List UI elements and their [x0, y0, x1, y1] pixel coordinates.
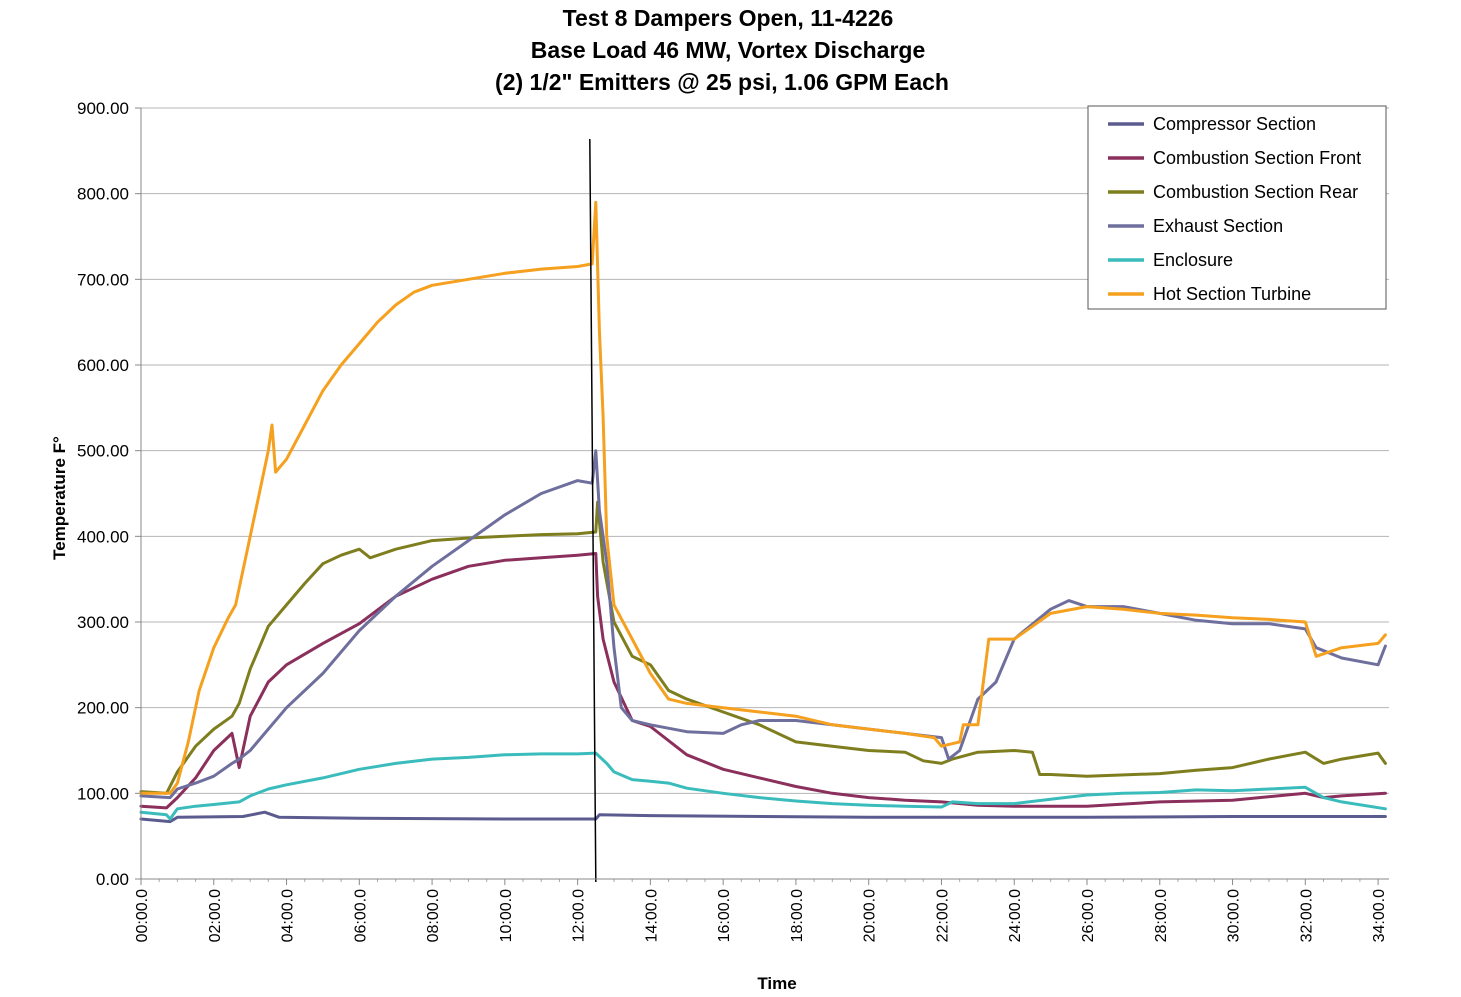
series-line-hot-section-turbine	[139, 200, 1387, 795]
x-tick-label: 10:00.0	[498, 889, 515, 942]
legend-box	[1087, 105, 1387, 310]
y-axis-title: Temperature F°	[50, 436, 69, 560]
legend-label: Combustion Section Front	[1153, 148, 1361, 168]
x-tick-label: 34:00.0	[1371, 889, 1388, 942]
series-line-exhaust-section	[139, 449, 1387, 800]
x-tick-label: 16:00.0	[716, 889, 733, 942]
y-tick-label: 200.00	[77, 699, 129, 718]
legend-label: Enclosure	[1153, 250, 1233, 270]
y-tick-label: 100.00	[77, 784, 129, 803]
y-tick-label: 0.00	[96, 870, 129, 889]
series-line-combustion-section-front	[139, 552, 1387, 810]
x-tick-label: 12:00.0	[571, 889, 588, 942]
y-axis-ticks: 0.00 100.00 200.00 300.00 400.00 500.00 600.00…	[77, 99, 141, 889]
x-tick-label: 04:00.0	[280, 889, 297, 942]
x-tick-label: 26:00.0	[1080, 889, 1097, 942]
y-tick-label: 900.00	[77, 99, 129, 118]
x-tick-label: 00:00.0	[134, 889, 151, 942]
x-tick-label: 14:00.0	[643, 889, 660, 942]
x-tick-label: 28:00.0	[1153, 889, 1170, 942]
y-tick-label: 300.00	[77, 613, 129, 632]
legend-label: Compressor Section	[1153, 114, 1316, 134]
gridlines	[141, 107, 1389, 794]
y-tick-label: 400.00	[77, 527, 129, 546]
x-tick-label: 24:00.0	[1007, 889, 1024, 942]
chart-title: Test 8 Dampers Open, 11-4226 Base Load 4…	[495, 5, 949, 95]
x-axis-ticks: 00:00.0 02:00.0 04:00.0 06:00.0 08:00.0 10:00…	[134, 879, 1388, 942]
y-tick-label: 500.00	[77, 442, 129, 461]
x-tick-label: 22:00.0	[934, 889, 951, 942]
series-line-enclosure	[139, 751, 1387, 821]
chart-title-line-2: Base Load 46 MW, Vortex Discharge	[531, 37, 926, 63]
legend-label: Combustion Section Rear	[1153, 182, 1358, 202]
plot-axes	[140, 108, 1389, 880]
series-line-combustion-section-rear	[139, 500, 1387, 795]
event-marker-line	[589, 138, 597, 883]
chart-title-line-1: Test 8 Dampers Open, 11-4226	[563, 5, 894, 31]
x-tick-label: 30:00.0	[1226, 889, 1243, 942]
legend-label: Hot Section Turbine	[1153, 284, 1311, 304]
y-tick-label: 700.00	[77, 270, 129, 289]
y-tick-label: 600.00	[77, 356, 129, 375]
legend-label: Exhaust Section	[1153, 216, 1283, 236]
x-tick-label: 20:00.0	[862, 889, 879, 942]
chart-legend: Compressor Section Combustion Section Fro…	[1087, 105, 1387, 310]
x-tick-label: 18:00.0	[789, 889, 806, 942]
x-tick-label: 02:00.0	[207, 889, 224, 942]
series-line-compressor-section	[139, 810, 1387, 824]
series-lines	[139, 200, 1387, 824]
y-tick-label: 800.00	[77, 185, 129, 204]
chart-title-line-3: (2) 1/2" Emitters @ 25 psi, 1.06 GPM Eac…	[495, 69, 949, 95]
x-tick-label: 32:00.0	[1298, 889, 1315, 942]
x-tick-label: 06:00.0	[352, 889, 369, 942]
x-axis-title: Time	[757, 974, 796, 993]
x-tick-label: 08:00.0	[425, 889, 442, 942]
